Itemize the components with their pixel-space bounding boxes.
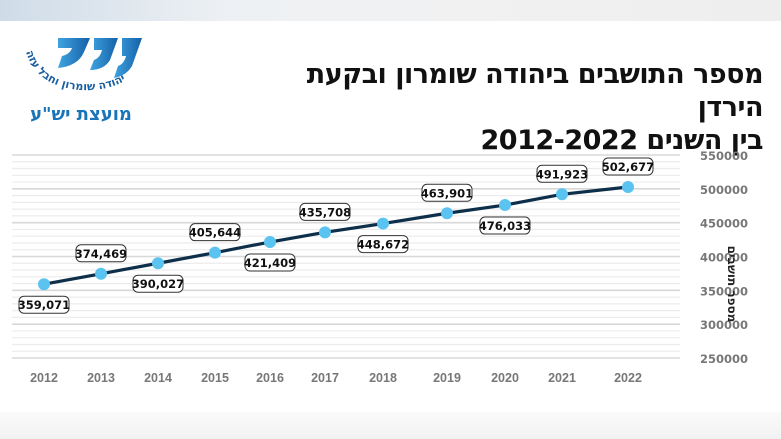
data-point-marker xyxy=(209,246,221,259)
data-point-marker xyxy=(95,267,107,280)
x-tick-label: 2012 xyxy=(30,371,58,385)
x-tick-label: 2013 xyxy=(87,371,115,385)
y-tick-label: 350000 xyxy=(700,284,748,298)
x-tick-label: 2014 xyxy=(144,371,172,385)
data-label-text: 502,677 xyxy=(602,160,654,174)
data-label: 374,469 xyxy=(75,244,127,263)
data-label-text: 476,033 xyxy=(479,219,531,233)
title-line-2: בין השנים 2012-2022 xyxy=(480,125,764,156)
top-banner xyxy=(0,0,781,21)
data-label-text: 435,708 xyxy=(299,205,351,219)
data-label-text: 421,409 xyxy=(244,256,296,270)
y-axis-label: מספר תושבים xyxy=(725,245,739,323)
data-label: 463,901 xyxy=(421,183,473,202)
data-label-text: 390,027 xyxy=(132,277,184,291)
y-tick-label: 500000 xyxy=(700,183,748,197)
data-label-text: 405,644 xyxy=(189,226,241,240)
data-point-marker xyxy=(377,217,389,230)
y-tick-label: 400000 xyxy=(700,251,748,265)
page-title: מספר התושבים ביהודה שומרון ובקעת הירדן ב… xyxy=(243,58,764,157)
bottom-banner xyxy=(0,412,781,439)
x-tick-label: 2015 xyxy=(201,371,229,385)
data-label: 359,071 xyxy=(18,295,70,314)
x-tick-label: 2019 xyxy=(433,371,461,385)
data-label-text: 359,071 xyxy=(18,298,70,312)
data-point-marker xyxy=(264,236,276,249)
data-label-text: 448,672 xyxy=(357,238,409,252)
data-label: 502,677 xyxy=(602,157,654,176)
data-label: 491,923 xyxy=(536,164,588,183)
data-label-text: 463,901 xyxy=(421,186,473,200)
y-tick-label: 550000 xyxy=(700,149,748,163)
data-point-marker xyxy=(622,181,634,194)
x-tick-label: 2018 xyxy=(369,371,397,385)
data-label: 390,027 xyxy=(132,274,184,293)
y-tick-label: 300000 xyxy=(700,318,748,332)
data-label: 421,409 xyxy=(244,253,296,272)
data-point-marker xyxy=(499,199,511,212)
data-point-marker xyxy=(556,188,568,201)
data-label: 435,708 xyxy=(299,202,351,221)
x-tick-label: 2016 xyxy=(256,371,284,385)
data-point-marker xyxy=(319,226,331,239)
title-line-1: מספר התושבים ביהודה שומרון ובקעת הירדן xyxy=(306,59,764,123)
data-label: 448,672 xyxy=(357,235,409,254)
data-label: 476,033 xyxy=(479,216,531,235)
data-point-marker xyxy=(38,278,50,291)
y-tick-label: 450000 xyxy=(700,217,748,231)
data-point-marker xyxy=(152,257,164,270)
data-label-text: 491,923 xyxy=(536,167,588,181)
yesha-logo: יהודה שומרון וחבל עזה xyxy=(18,30,148,130)
x-tick-label: 2022 xyxy=(614,371,642,385)
logo-org-name: מועצת יש"ע xyxy=(30,104,132,125)
x-tick-label: 2020 xyxy=(491,371,519,385)
data-point-marker xyxy=(441,207,453,220)
data-label-text: 374,469 xyxy=(75,247,127,261)
y-tick-label: 250000 xyxy=(700,352,748,366)
x-tick-label: 2017 xyxy=(311,371,339,385)
x-tick-label: 2021 xyxy=(548,371,576,385)
data-label: 405,644 xyxy=(189,223,241,242)
